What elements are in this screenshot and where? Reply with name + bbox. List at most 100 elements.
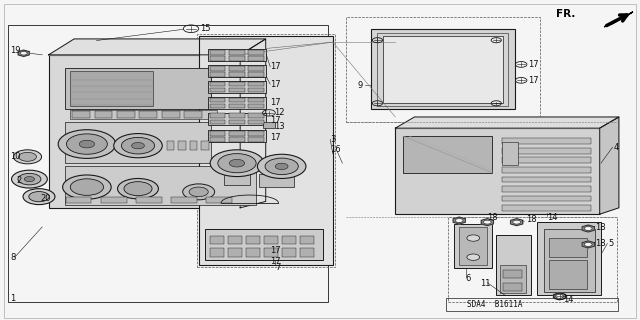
Circle shape: [556, 294, 563, 298]
Circle shape: [29, 192, 49, 202]
Text: 17: 17: [270, 80, 281, 89]
Text: 19: 19: [10, 45, 20, 55]
Polygon shape: [600, 117, 619, 214]
Bar: [72, 111, 90, 118]
Bar: [205, 228, 323, 260]
Bar: [248, 66, 264, 70]
Bar: [502, 270, 522, 278]
Bar: [162, 111, 179, 118]
Polygon shape: [511, 219, 523, 226]
Bar: [229, 131, 244, 136]
Circle shape: [218, 154, 256, 173]
Bar: [229, 119, 244, 124]
Text: 12: 12: [274, 108, 285, 117]
Bar: [210, 236, 224, 244]
Bar: [210, 98, 225, 102]
Bar: [210, 50, 225, 55]
Circle shape: [513, 220, 520, 224]
Circle shape: [483, 220, 491, 224]
Bar: [210, 131, 225, 136]
Text: 15: 15: [200, 24, 211, 33]
Bar: [248, 131, 264, 136]
Polygon shape: [582, 225, 595, 232]
Bar: [383, 36, 502, 103]
Bar: [210, 114, 225, 118]
Bar: [70, 110, 216, 119]
Bar: [167, 141, 174, 150]
Bar: [229, 88, 244, 92]
Text: 17: 17: [270, 133, 281, 142]
Bar: [248, 88, 264, 92]
Circle shape: [229, 159, 244, 167]
Bar: [502, 148, 591, 154]
Bar: [229, 56, 244, 60]
Text: 11: 11: [479, 279, 490, 288]
Bar: [502, 157, 591, 163]
Circle shape: [13, 150, 42, 164]
Bar: [172, 197, 196, 203]
Bar: [248, 137, 264, 142]
Circle shape: [210, 150, 264, 177]
Bar: [228, 248, 242, 257]
Text: FR.: FR.: [556, 9, 575, 19]
Bar: [502, 196, 591, 201]
Bar: [210, 72, 225, 76]
Bar: [201, 141, 209, 150]
Bar: [208, 97, 266, 109]
Bar: [246, 236, 260, 244]
Bar: [246, 248, 260, 257]
Bar: [117, 111, 135, 118]
Polygon shape: [554, 293, 566, 300]
Bar: [210, 248, 224, 257]
Text: 17: 17: [270, 246, 281, 255]
Bar: [208, 130, 266, 142]
Text: 18: 18: [595, 239, 605, 248]
Circle shape: [275, 163, 288, 170]
Bar: [300, 236, 314, 244]
Bar: [248, 72, 264, 76]
Bar: [8, 25, 328, 302]
Bar: [66, 197, 92, 203]
Polygon shape: [453, 217, 465, 224]
Bar: [229, 82, 244, 86]
Circle shape: [467, 254, 479, 260]
Text: 17: 17: [270, 116, 281, 125]
Circle shape: [20, 52, 27, 55]
Polygon shape: [396, 117, 619, 128]
Bar: [403, 136, 492, 173]
Text: 10: 10: [10, 152, 20, 161]
Circle shape: [189, 187, 208, 197]
Bar: [208, 49, 266, 61]
Bar: [229, 72, 244, 76]
Bar: [208, 113, 266, 125]
Bar: [65, 122, 211, 163]
Text: 17: 17: [270, 98, 281, 107]
Text: 16: 16: [330, 145, 341, 154]
Bar: [208, 81, 266, 93]
Text: 17: 17: [528, 76, 539, 85]
Bar: [502, 283, 522, 291]
Circle shape: [584, 227, 592, 230]
Bar: [208, 65, 266, 77]
Polygon shape: [18, 50, 29, 56]
Bar: [210, 56, 225, 60]
Circle shape: [12, 170, 47, 188]
Bar: [95, 111, 113, 118]
Text: 3: 3: [330, 135, 335, 144]
Bar: [248, 98, 264, 102]
Text: 13: 13: [274, 122, 285, 131]
Bar: [460, 227, 487, 265]
Bar: [206, 197, 232, 203]
Text: 18: 18: [595, 223, 605, 232]
Polygon shape: [240, 39, 266, 208]
Bar: [224, 174, 250, 186]
Bar: [495, 235, 531, 295]
Bar: [136, 197, 162, 203]
Text: 14: 14: [563, 295, 573, 304]
Text: 6: 6: [466, 274, 471, 283]
Bar: [229, 137, 244, 142]
Bar: [259, 174, 294, 187]
Bar: [210, 137, 225, 142]
Circle shape: [19, 152, 36, 161]
Bar: [548, 238, 587, 257]
